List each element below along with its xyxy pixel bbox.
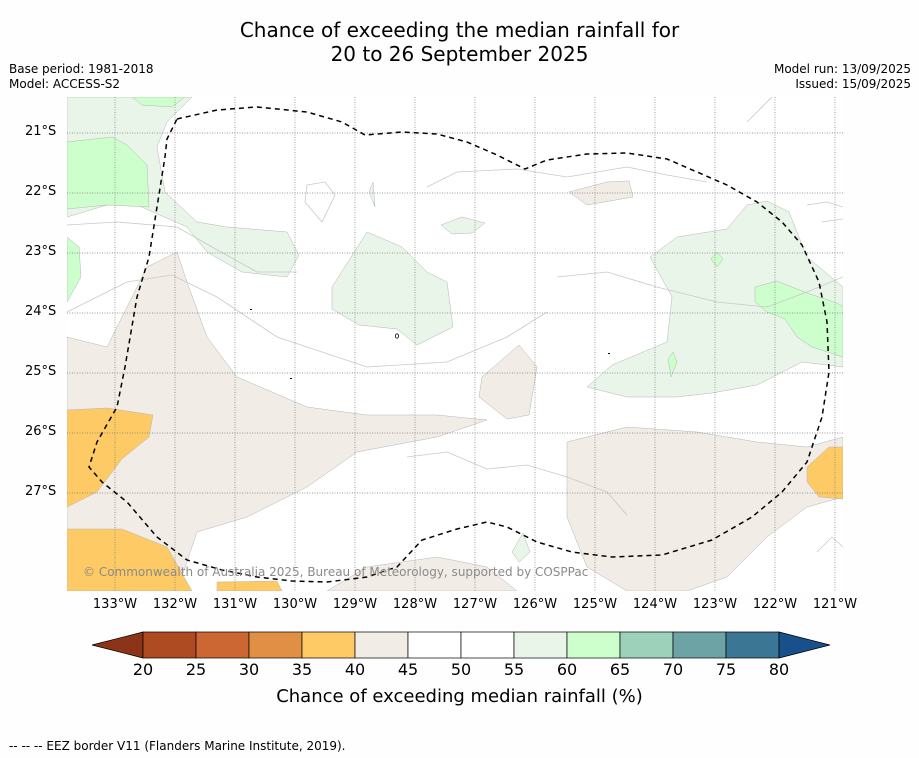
region-40-45-south — [326, 556, 518, 591]
issued-date: Issued: 15/09/2025 — [795, 77, 911, 91]
region-40-45-north — [568, 180, 634, 206]
colorbar-tick-label: 40 — [344, 660, 366, 679]
colorbar-tick-label: 35 — [291, 660, 313, 679]
latitude-label: 21°S — [25, 124, 57, 139]
longitude-label: 124°W — [632, 597, 678, 612]
colorbar-tick-label: 25 — [185, 660, 207, 679]
contour-lines — [67, 97, 843, 553]
region-55-60-east — [586, 200, 843, 398]
lat-grid — [67, 132, 843, 494]
map-specks — [250, 309, 610, 379]
colorbar-high-extension — [778, 631, 830, 659]
colorbar — [91, 631, 830, 659]
region-35-40-east — [806, 446, 843, 500]
region-60-65-northwest — [67, 136, 150, 210]
longitude-label: 123°W — [692, 597, 738, 612]
longitude-label: 129°W — [332, 597, 378, 612]
longitude-label: 132°W — [152, 597, 198, 612]
colorbar-segment — [460, 631, 515, 659]
base-period: Base period: 1981-2018 — [9, 62, 154, 76]
colorbar-segment — [248, 631, 303, 659]
latitude-label: 24°S — [25, 304, 57, 319]
title-line-1: Chance of exceeding the median rainfall … — [239, 18, 680, 42]
eez-legend-note: -- -- -- EEZ border V11 (Flanders Marine… — [9, 739, 346, 753]
colorbar-tick-label: 50 — [450, 660, 472, 679]
colorbar-label: Chance of exceeding median rainfall (%) — [276, 686, 643, 707]
region-40-45-west — [67, 251, 488, 591]
region-35-40-west — [67, 407, 154, 508]
colorbar-tick-label: 80 — [768, 660, 790, 679]
region-40-45-center — [478, 344, 538, 420]
colorbar-tick-label: 45 — [397, 660, 419, 679]
longitude-label: 125°W — [572, 597, 618, 612]
region-40-45-southeast — [566, 426, 843, 591]
colorbar-segment — [354, 631, 409, 659]
longitude-label: 126°W — [512, 597, 558, 612]
colorbar-low-extension — [91, 631, 144, 659]
colorbar-tick-label: 65 — [609, 660, 631, 679]
colorbar-segment — [195, 631, 250, 659]
region-55-60-sliver — [368, 181, 376, 208]
meta-right: Model run: 13/09/2025 Issued: 15/09/2025 — [774, 62, 911, 92]
region-55-60-small-south — [511, 532, 531, 563]
latitude-label: 22°S — [25, 184, 57, 199]
latitude-label: 23°S — [25, 244, 57, 259]
colorbar-tick-label: 30 — [238, 660, 260, 679]
longitude-label: 121°W — [812, 597, 858, 612]
title-line-2: 20 to 26 September 2025 — [330, 42, 589, 66]
region-60-65-speck-b — [667, 351, 678, 378]
region-35-40-south — [216, 580, 283, 591]
colorbar-tick-label: 70 — [662, 660, 684, 679]
region-55-60-small-north — [440, 216, 486, 235]
rainfall-shading — [67, 97, 843, 591]
longitude-label: 130°W — [272, 597, 318, 612]
model-run: Model run: 13/09/2025 — [773, 62, 911, 76]
colorbar-segment — [566, 631, 621, 659]
colorbar-tick-label: 20 — [132, 660, 154, 679]
longitude-label: 131°W — [212, 597, 258, 612]
colorbar-segment — [513, 631, 568, 659]
model-name: Model: ACCESS-S2 — [9, 77, 121, 91]
colorbar-segment — [142, 631, 197, 659]
longitude-label: 128°W — [392, 597, 438, 612]
region-60-65-east — [754, 280, 843, 358]
colorbar-segment — [725, 631, 780, 659]
colorbar-tick-label: 75 — [715, 660, 737, 679]
copyright-text: © Commonwealth of Australia 2025, Bureau… — [83, 565, 589, 579]
longitude-label: 133°W — [92, 597, 138, 612]
meta-left: Base period: 1981-2018 Model: ACCESS-S2 — [9, 62, 154, 92]
latitude-label: 25°S — [25, 364, 57, 379]
region-60-65-speck-a — [710, 251, 724, 268]
colorbar-segment — [672, 631, 727, 659]
colorbar-segment — [301, 631, 356, 659]
colorbar-segment — [407, 631, 462, 659]
region-60-65-top — [131, 97, 186, 108]
longitude-label: 127°W — [452, 597, 498, 612]
forecast-map — [67, 97, 843, 591]
chart-title: Chance of exceeding the median rainfall … — [0, 18, 919, 66]
region-35-40-southwest — [67, 528, 193, 591]
latitude-label: 27°S — [25, 484, 57, 499]
longitude-label: 122°W — [752, 597, 798, 612]
latitude-label: 26°S — [25, 424, 57, 439]
eez-border — [88, 106, 830, 583]
colorbar-tick-label: 60 — [556, 660, 578, 679]
colorbar-segment — [619, 631, 674, 659]
region-55-60-center — [331, 231, 454, 346]
colorbar-tick-label: 55 — [503, 660, 525, 679]
